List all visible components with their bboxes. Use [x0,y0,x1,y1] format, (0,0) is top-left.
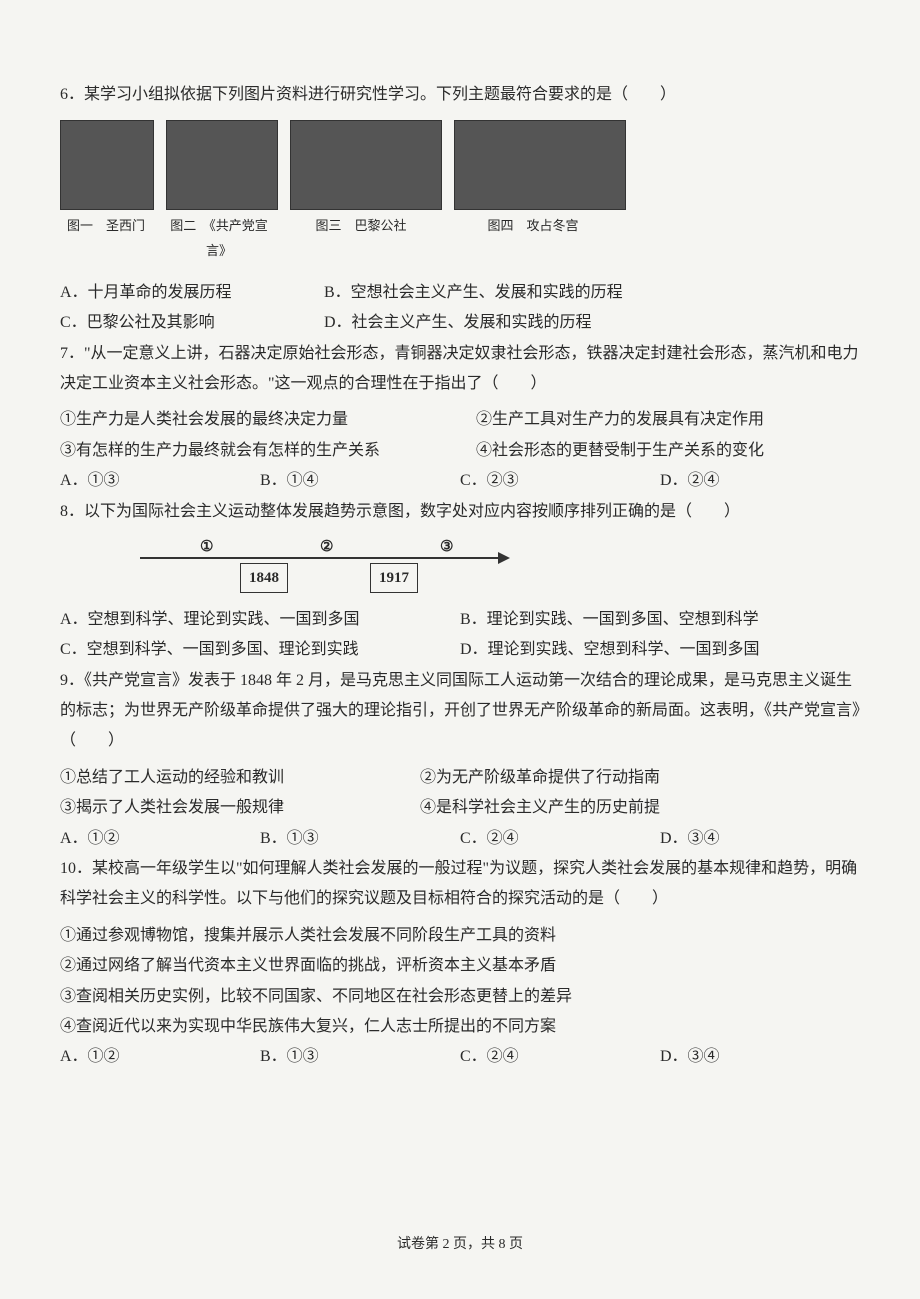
q6-opt-b[interactable]: B．空想社会主义产生、发展和实践的历程 [324,278,860,308]
q10-statements: ①通过参观博物馆，搜集并展示人类社会发展不同阶段生产工具的资料 ②通过网络了解当… [60,921,860,1043]
q9-s4: ④是科学社会主义产生的历史前提 [420,793,860,823]
q7-opt-b[interactable]: B．①④ [260,466,460,496]
timeline-mark-1: ① [200,533,213,562]
q7-s2: ②生产工具对生产力的发展具有决定作用 [476,405,860,435]
q9-opt-c[interactable]: C．②④ [460,824,660,854]
q10-opt-c[interactable]: C．②④ [460,1042,660,1072]
q6-images [60,120,860,210]
q6-opt-c[interactable]: C．巴黎公社及其影响 [60,308,324,338]
page-footer: 试卷第 2 页，共 8 页 [0,1232,920,1259]
q10-opt-d[interactable]: D．③④ [660,1042,860,1072]
q6-img-3 [290,120,442,210]
q6-opt-a[interactable]: A．十月革命的发展历程 [60,278,324,308]
q8-options: A．空想到科学、理论到实践、一国到多国 B．理论到实践、一国到多国、空想到科学 … [60,605,860,666]
q7-stem: 7．"从一定意义上讲，石器决定原始社会形态，青铜器决定奴隶社会形态，铁器决定封建… [60,339,860,400]
q9-s2: ②为无产阶级革命提供了行动指南 [420,763,860,793]
q6-cap-2: 图二 《共产党宣言》 [164,214,274,263]
q9-statements: ①总结了工人运动的经验和教训 ②为无产阶级革命提供了行动指南 ③揭示了人类社会发… [60,763,860,824]
q6-opt-d[interactable]: D．社会主义产生、发展和实践的历程 [324,308,860,338]
q6-stem: 6．某学习小组拟依据下列图片资料进行研究性学习。下列主题最符合要求的是（ ） [60,80,860,110]
q7-options: A．①③ B．①④ C．②③ D．②④ [60,466,860,496]
q6-captions: 图一 圣西门 图二 《共产党宣言》 图三 巴黎公社 图四 攻占冬宫 [60,214,860,263]
q10-opt-b[interactable]: B．①③ [260,1042,460,1072]
q10-options: A．①② B．①③ C．②④ D．③④ [60,1042,860,1072]
q7-opt-d[interactable]: D．②④ [660,466,860,496]
q7-s1: ①生产力是人类社会发展的最终决定力量 [60,405,476,435]
q9-opt-a[interactable]: A．①② [60,824,260,854]
timeline-mark-3: ③ [440,533,453,562]
q9-s1: ①总结了工人运动的经验和教训 [60,763,420,793]
timeline-year-1: 1848 [240,563,288,594]
q9-opt-d[interactable]: D．③④ [660,824,860,854]
q8-opt-b[interactable]: B．理论到实践、一国到多国、空想到科学 [460,605,860,635]
q7-s4: ④社会形态的更替受制于生产关系的变化 [476,436,860,466]
q7-opt-c[interactable]: C．②③ [460,466,660,496]
timeline-mark-2: ② [320,533,333,562]
q9-stem: 9．《共产党宣言》发表于 1848 年 2 月，是马克思主义同国际工人运动第一次… [60,666,860,757]
q6-options: A．十月革命的发展历程 B．空想社会主义产生、发展和实践的历程 C．巴黎公社及其… [60,278,860,339]
q6-cap-4: 图四 攻占冬宫 [448,214,618,263]
q10-s1: ①通过参观博物馆，搜集并展示人类社会发展不同阶段生产工具的资料 [60,921,860,951]
q6-cap-1: 图一 圣西门 [60,214,152,263]
timeline-year-2: 1917 [370,563,418,594]
q9-opt-b[interactable]: B．①③ [260,824,460,854]
q6-img-4 [454,120,626,210]
q9-s3: ③揭示了人类社会发展一般规律 [60,793,420,823]
q8-timeline: ① ② ③ 1848 1917 [140,535,520,595]
q10-s3: ③查阅相关历史实例，比较不同国家、不同地区在社会形态更替上的差异 [60,982,860,1012]
q10-opt-a[interactable]: A．①② [60,1042,260,1072]
exam-page: 6．某学习小组拟依据下列图片资料进行研究性学习。下列主题最符合要求的是（ ） 图… [0,0,920,1299]
q10-s2: ②通过网络了解当代资本主义世界面临的挑战，评析资本主义基本矛盾 [60,951,860,981]
q6-img-2 [166,120,278,210]
q8-stem: 8．以下为国际社会主义运动整体发展趋势示意图，数字处对应内容按顺序排列正确的是（… [60,497,860,527]
q8-opt-c[interactable]: C．空想到科学、一国到多国、理论到实践 [60,635,460,665]
q10-s4: ④查阅近代以来为实现中华民族伟大复兴，仁人志士所提出的不同方案 [60,1012,860,1042]
q10-stem: 10．某校高一年级学生以"如何理解人类社会发展的一般过程"为议题，探究人类社会发… [60,854,860,915]
q7-opt-a[interactable]: A．①③ [60,466,260,496]
q6-cap-3: 图三 巴黎公社 [286,214,436,263]
q7-s3: ③有怎样的生产力最终就会有怎样的生产关系 [60,436,476,466]
q6-img-1 [60,120,154,210]
q8-opt-a[interactable]: A．空想到科学、理论到实践、一国到多国 [60,605,460,635]
q7-statements: ①生产力是人类社会发展的最终决定力量 ②生产工具对生产力的发展具有决定作用 ③有… [60,405,860,466]
q8-opt-d[interactable]: D．理论到实践、空想到科学、一国到多国 [460,635,860,665]
q9-options: A．①② B．①③ C．②④ D．③④ [60,824,860,854]
timeline-arrow-icon [498,552,510,564]
